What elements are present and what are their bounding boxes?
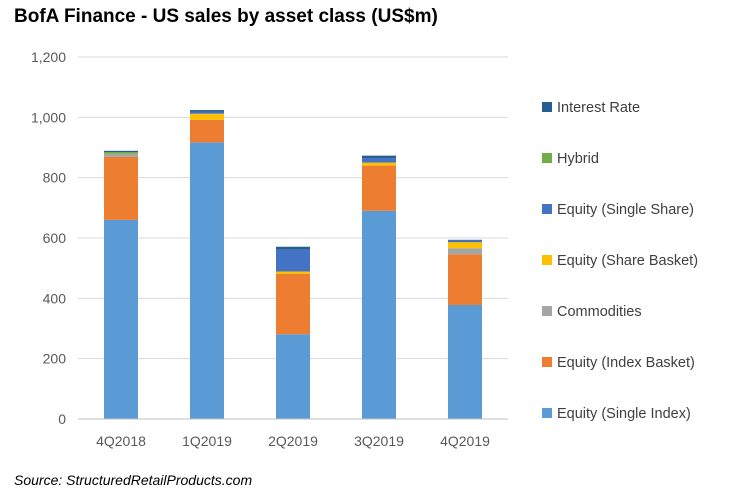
bar-segment (362, 162, 396, 166)
legend: Interest Rate Hybrid Equity (Single Share)… (542, 100, 698, 422)
legend-swatch (542, 102, 552, 112)
bar-segment (190, 113, 224, 120)
legend-swatch (542, 204, 552, 214)
y-tick-label: 800 (43, 170, 67, 186)
bar-segment (190, 110, 224, 112)
source-note: Source: StructuredRetailProducts.com (14, 472, 253, 488)
bar-segment (362, 155, 396, 159)
legend-label: Equity (Single Index) (557, 406, 691, 422)
x-tick-label: 4Q2018 (96, 433, 146, 449)
bar-segment (104, 150, 138, 153)
bar-segment (448, 240, 482, 243)
bar-segment (276, 273, 310, 335)
legend-swatch (542, 153, 552, 163)
bar-segment (104, 156, 138, 220)
y-tick-label: 200 (43, 351, 67, 367)
y-tick-label: 1,200 (31, 49, 66, 65)
bar-segment (104, 153, 138, 157)
y-tick-label: 600 (43, 230, 67, 246)
x-tick-label: 4Q2019 (440, 433, 490, 449)
y-tick-label: 1,000 (31, 109, 66, 125)
legend-label: Hybrid (557, 151, 599, 167)
legend-label: Equity (Share Basket) (557, 253, 698, 269)
y-tick-label: 0 (58, 411, 66, 427)
bar-segment (362, 165, 396, 211)
bars (104, 110, 482, 419)
bar-segment (362, 210, 396, 419)
bar-segment (362, 158, 396, 163)
bar-segment (448, 248, 482, 255)
bar-segment (448, 254, 482, 305)
legend-label: Equity (Index Basket) (557, 355, 695, 371)
x-tick-label: 1Q2019 (182, 433, 232, 449)
legend-swatch (542, 306, 552, 316)
legend-label: Equity (Single Share) (557, 202, 694, 218)
x-tick-label: 3Q2019 (354, 433, 404, 449)
legend-swatch (542, 408, 552, 418)
bar-segment (448, 242, 482, 249)
legend-label: Commodities (557, 304, 642, 320)
bar-segment (190, 142, 224, 419)
bar-segment (190, 111, 224, 114)
bar-segment (276, 271, 310, 274)
chart-title: BofA Finance - US sales by asset class (… (14, 6, 438, 27)
legend-swatch (542, 357, 552, 367)
legend-label: Interest Rate (557, 100, 640, 116)
bar-segment (276, 246, 310, 250)
y-tick-label: 400 (43, 290, 67, 306)
axes: 0 200 400 600 800 1,000 1,200 4Q2018 1Q2019 2Q201… (31, 49, 508, 449)
x-tick-label: 2Q2019 (268, 433, 318, 449)
bar-segment (190, 119, 224, 143)
bar-segment (104, 152, 138, 154)
legend-swatch (542, 255, 552, 265)
bar-segment (104, 219, 138, 419)
bar-segment (448, 304, 482, 419)
bar-segment (276, 249, 310, 272)
bar-segment (448, 239, 482, 241)
bar-segment (276, 334, 310, 419)
